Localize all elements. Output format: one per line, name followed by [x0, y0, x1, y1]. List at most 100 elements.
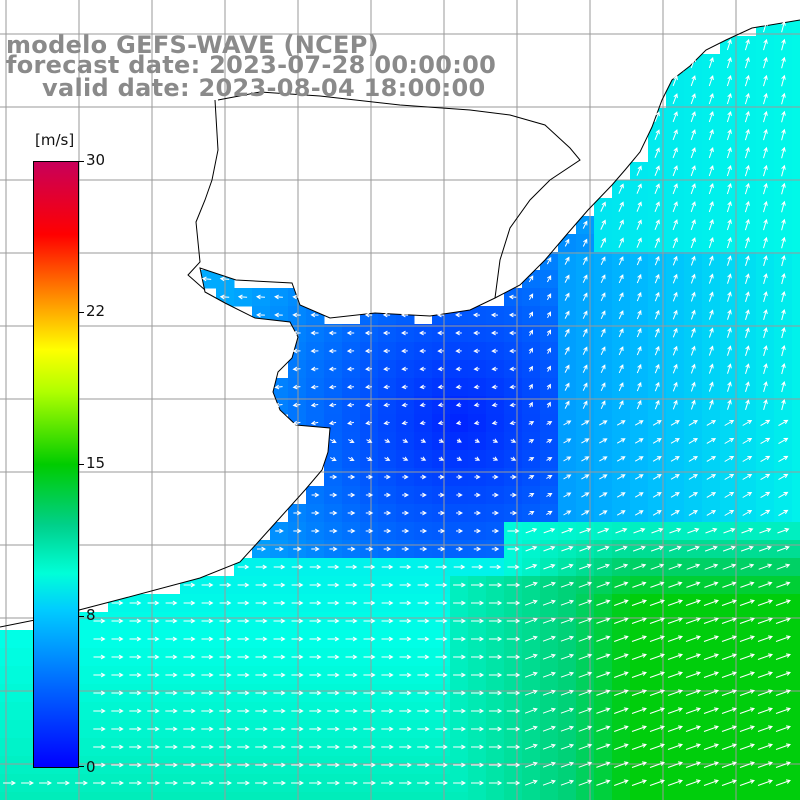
wind-arrow: [201, 780, 214, 786]
wind-arrow: [111, 600, 124, 606]
wind-speed-cell: [0, 738, 19, 757]
wind-arrow: [399, 762, 412, 768]
wind-arrow: [471, 564, 484, 570]
wind-arrow: [435, 564, 448, 570]
wind-arrow: [744, 218, 750, 231]
wind-arrow: [654, 201, 660, 212]
wind-arrow: [781, 272, 786, 285]
wind-arrow: [507, 564, 520, 570]
wind-arrow: [560, 671, 575, 678]
wind-arrow: [255, 294, 266, 300]
wind-arrow: [528, 492, 535, 498]
wind-arrow: [274, 402, 283, 408]
wind-arrow: [201, 726, 214, 732]
wind-arrow: [636, 255, 642, 266]
wind-arrow: [631, 779, 647, 786]
wind-arrow: [219, 654, 232, 660]
wind-arrow: [474, 510, 481, 516]
wind-arrow: [347, 420, 355, 426]
country-border: [187, 99, 219, 291]
wind-arrow: [528, 365, 533, 372]
wind-arrow: [402, 492, 409, 498]
wind-arrow: [631, 725, 647, 732]
wind-arrow: [528, 439, 535, 444]
wind-arrow: [129, 672, 142, 678]
wind-arrow: [726, 165, 732, 177]
wind-arrow: [491, 384, 498, 390]
wind-arrow: [721, 779, 737, 786]
wind-arrow: [419, 366, 426, 372]
wind-arrow: [686, 545, 700, 552]
wind-arrow: [596, 581, 611, 588]
wind-arrow: [419, 420, 426, 426]
wind-speed-cell: [792, 72, 800, 91]
wind-arrow: [292, 420, 301, 426]
wind-arrow: [618, 346, 624, 356]
wind-arrow: [345, 690, 358, 696]
wind-arrow: [417, 762, 430, 768]
wind-speed-cell: [414, 792, 433, 800]
wind-arrow: [237, 582, 250, 588]
wind-arrow: [255, 780, 268, 786]
wind-arrow: [328, 330, 337, 336]
wind-arrow: [708, 111, 714, 123]
wind-arrow: [435, 618, 448, 624]
wind-arrow: [542, 617, 556, 624]
wind-arrow: [255, 744, 268, 750]
wind-arrow: [384, 492, 391, 498]
wind-arrow: [763, 164, 768, 177]
wind-speed-cell: [792, 180, 800, 199]
wind-arrow: [219, 726, 232, 732]
wind-arrow: [291, 762, 304, 768]
wind-arrow: [111, 780, 124, 786]
wind-arrow: [690, 93, 696, 105]
wind-arrow: [274, 312, 283, 318]
wind-arrow: [600, 382, 606, 392]
wind-arrow: [237, 600, 250, 606]
wind-arrow: [256, 312, 265, 318]
wind-arrow: [726, 183, 732, 195]
wind-arrow: [668, 545, 682, 552]
wind-speed-cell: [36, 792, 55, 800]
wind-arrow: [506, 780, 521, 786]
wind-arrow: [165, 762, 178, 768]
wind-arrow: [383, 384, 390, 390]
model-title: modelo GEFS-WAVE (NCEP): [6, 31, 379, 59]
wind-arrow: [599, 438, 608, 444]
wind-arrow: [255, 564, 268, 570]
wind-arrow: [654, 237, 660, 248]
wind-speed-cell: [504, 792, 523, 800]
wind-arrow: [327, 582, 340, 588]
wind-arrow: [742, 509, 753, 516]
wind-arrow: [510, 456, 517, 461]
wind-arrow: [649, 707, 665, 714]
wind-speed-cell: [792, 576, 800, 595]
wind-arrow: [508, 294, 517, 300]
wind-arrow: [781, 38, 786, 51]
wind-arrow: [672, 327, 678, 338]
wind-arrow: [685, 779, 701, 786]
wind-arrow: [690, 381, 696, 392]
wind-arrow: [560, 617, 575, 624]
wind-arrow: [672, 183, 678, 195]
wind-arrow: [669, 527, 682, 534]
wind-arrow: [453, 744, 466, 750]
wind-arrow: [291, 744, 304, 750]
wind-arrow: [437, 546, 446, 552]
wind-arrow: [649, 635, 665, 642]
wind-speed-cell: [0, 756, 19, 775]
wind-arrow: [327, 780, 340, 786]
wind-arrow: [744, 164, 750, 177]
wind-arrow: [726, 93, 732, 105]
wind-speed-cell: [792, 18, 800, 37]
wind-arrow: [309, 564, 322, 570]
wind-arrow: [631, 653, 647, 660]
wind-arrow: [599, 510, 608, 516]
wind-arrow: [781, 362, 786, 375]
wind-arrow: [560, 635, 575, 642]
wind-arrow: [345, 600, 358, 606]
wind-speed-cell: [594, 792, 613, 800]
wind-arrow: [471, 690, 485, 696]
wind-arrow: [739, 617, 755, 624]
wind-arrow: [652, 456, 662, 462]
